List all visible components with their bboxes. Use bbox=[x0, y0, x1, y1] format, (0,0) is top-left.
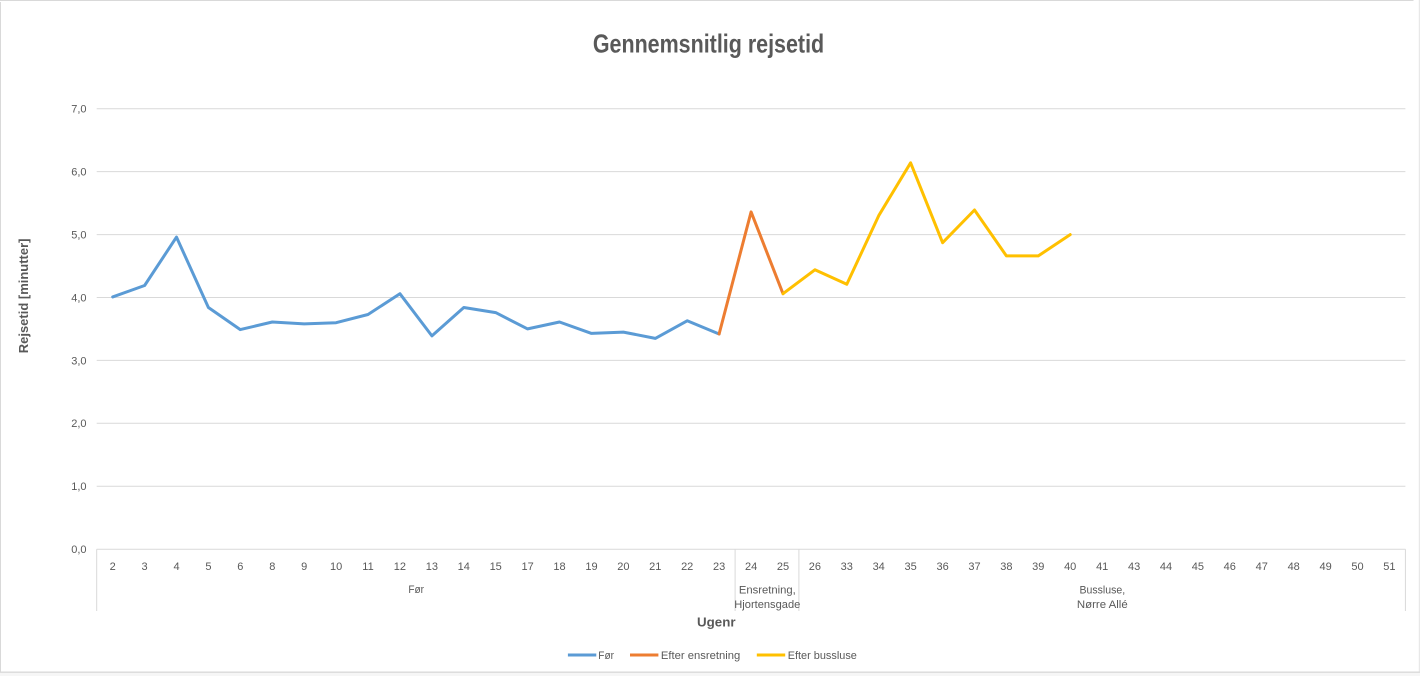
svg-text:7,0: 7,0 bbox=[71, 104, 86, 116]
svg-text:48: 48 bbox=[1288, 561, 1300, 573]
svg-text:4: 4 bbox=[173, 561, 179, 573]
svg-text:33: 33 bbox=[841, 561, 853, 573]
svg-text:Efter bussluse: Efter bussluse bbox=[788, 650, 857, 662]
svg-text:2,0: 2,0 bbox=[71, 418, 86, 430]
svg-text:44: 44 bbox=[1160, 561, 1172, 573]
svg-text:8: 8 bbox=[269, 561, 275, 573]
svg-text:1,0: 1,0 bbox=[71, 481, 86, 493]
svg-text:43: 43 bbox=[1128, 561, 1140, 573]
svg-text:6,0: 6,0 bbox=[71, 167, 86, 179]
svg-text:Nørre Allé: Nørre Allé bbox=[1077, 599, 1128, 611]
svg-text:26: 26 bbox=[809, 561, 821, 573]
svg-text:Efter ensretning: Efter ensretning bbox=[661, 650, 740, 662]
svg-text:49: 49 bbox=[1319, 561, 1331, 573]
svg-text:9: 9 bbox=[301, 561, 307, 573]
svg-text:21: 21 bbox=[649, 561, 661, 573]
svg-text:18: 18 bbox=[553, 561, 565, 573]
svg-text:15: 15 bbox=[490, 561, 502, 573]
svg-text:47: 47 bbox=[1256, 561, 1268, 573]
svg-text:25: 25 bbox=[777, 561, 789, 573]
svg-text:45: 45 bbox=[1192, 561, 1204, 573]
svg-text:23: 23 bbox=[713, 561, 725, 573]
svg-text:0,0: 0,0 bbox=[71, 544, 86, 556]
svg-text:40: 40 bbox=[1064, 561, 1076, 573]
svg-text:3: 3 bbox=[142, 561, 148, 573]
svg-text:Gennemsnitlig rejsetid: Gennemsnitlig rejsetid bbox=[593, 29, 824, 59]
svg-text:46: 46 bbox=[1224, 561, 1236, 573]
svg-text:36: 36 bbox=[936, 561, 948, 573]
svg-text:20: 20 bbox=[617, 561, 629, 573]
svg-text:37: 37 bbox=[968, 561, 980, 573]
svg-text:17: 17 bbox=[521, 561, 533, 573]
svg-text:5: 5 bbox=[205, 561, 211, 573]
svg-text:Bussluse,: Bussluse, bbox=[1079, 585, 1125, 597]
svg-text:39: 39 bbox=[1032, 561, 1044, 573]
svg-text:3,0: 3,0 bbox=[71, 355, 86, 367]
svg-text:Rejsetid [minutter]: Rejsetid [minutter] bbox=[17, 239, 31, 354]
svg-text:11: 11 bbox=[362, 561, 373, 573]
svg-text:24: 24 bbox=[745, 561, 757, 573]
svg-text:5,0: 5,0 bbox=[71, 230, 86, 242]
svg-text:4,0: 4,0 bbox=[71, 292, 86, 304]
svg-text:6: 6 bbox=[237, 561, 243, 573]
svg-text:Hjortensgade: Hjortensgade bbox=[734, 599, 800, 611]
svg-text:34: 34 bbox=[873, 561, 885, 573]
svg-text:Før: Før bbox=[598, 650, 614, 662]
svg-text:41: 41 bbox=[1096, 561, 1108, 573]
svg-text:14: 14 bbox=[458, 561, 470, 573]
svg-text:Ensretning,: Ensretning, bbox=[739, 585, 796, 597]
svg-text:51: 51 bbox=[1383, 561, 1395, 573]
svg-text:12: 12 bbox=[394, 561, 406, 573]
svg-text:10: 10 bbox=[330, 561, 342, 573]
svg-text:19: 19 bbox=[585, 561, 597, 573]
svg-text:13: 13 bbox=[426, 561, 438, 573]
svg-text:38: 38 bbox=[1000, 561, 1012, 573]
svg-text:50: 50 bbox=[1351, 561, 1363, 573]
svg-text:35: 35 bbox=[904, 561, 916, 573]
svg-text:2: 2 bbox=[110, 561, 116, 573]
svg-text:Ugenr: Ugenr bbox=[697, 615, 736, 630]
svg-text:22: 22 bbox=[681, 561, 693, 573]
svg-text:Før: Før bbox=[408, 584, 424, 596]
